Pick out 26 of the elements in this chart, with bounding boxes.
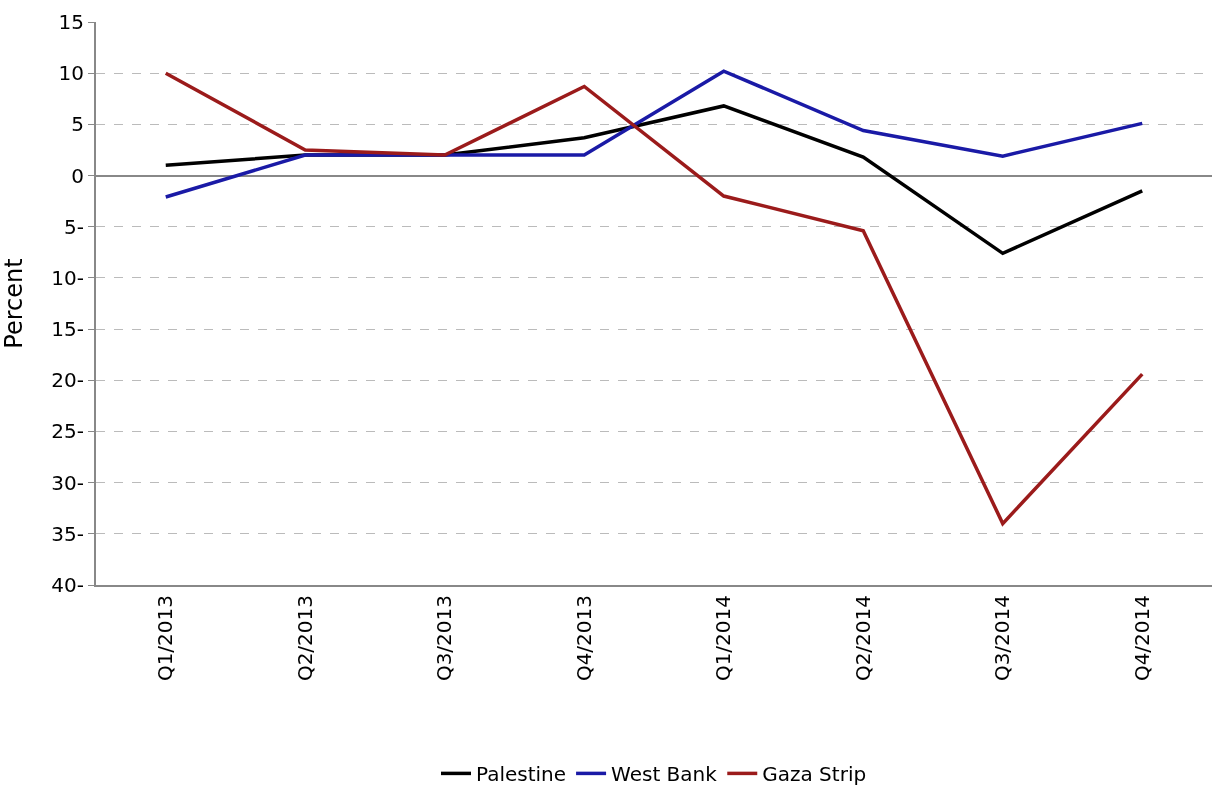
y-tick-label: 10-: [51, 265, 84, 290]
y-tick-label: 15: [58, 10, 84, 34]
y-tick-label: 0: [71, 163, 84, 188]
y-tick-label: 40-: [51, 573, 84, 597]
y-tick-label: 30-: [51, 470, 84, 495]
x-tick-label: Q4/2013: [571, 595, 596, 682]
y-tick-label: 5: [71, 112, 84, 137]
y-axis-title: Percent: [0, 258, 28, 349]
x-tick-label: Q3/2014: [990, 595, 1015, 682]
y-tick-label: 25-: [51, 419, 84, 444]
x-tick-label: Q3/2013: [432, 595, 457, 682]
legend-label: Gaza Strip: [762, 762, 867, 787]
y-tick-label: 35-: [51, 521, 84, 546]
legend-label: Palestine: [476, 762, 567, 787]
y-tick-label: 20-: [51, 368, 84, 393]
line-series: [164, 71, 1144, 526]
x-tick-label: Q2/2014: [850, 595, 875, 682]
x-tick-label: Q1/2014: [711, 595, 736, 682]
x-tick-label: Q4/2014: [1129, 595, 1154, 682]
legend-label: West Bank: [611, 762, 718, 787]
line-series: [164, 69, 1144, 199]
y-tick-label: 5-: [64, 214, 84, 239]
x-tick-label: Q1/2013: [153, 595, 178, 682]
y-tick-label: 15-: [51, 317, 84, 342]
y-tick-label: 10: [58, 61, 84, 86]
x-tick-label: Q2/2013: [292, 595, 317, 682]
